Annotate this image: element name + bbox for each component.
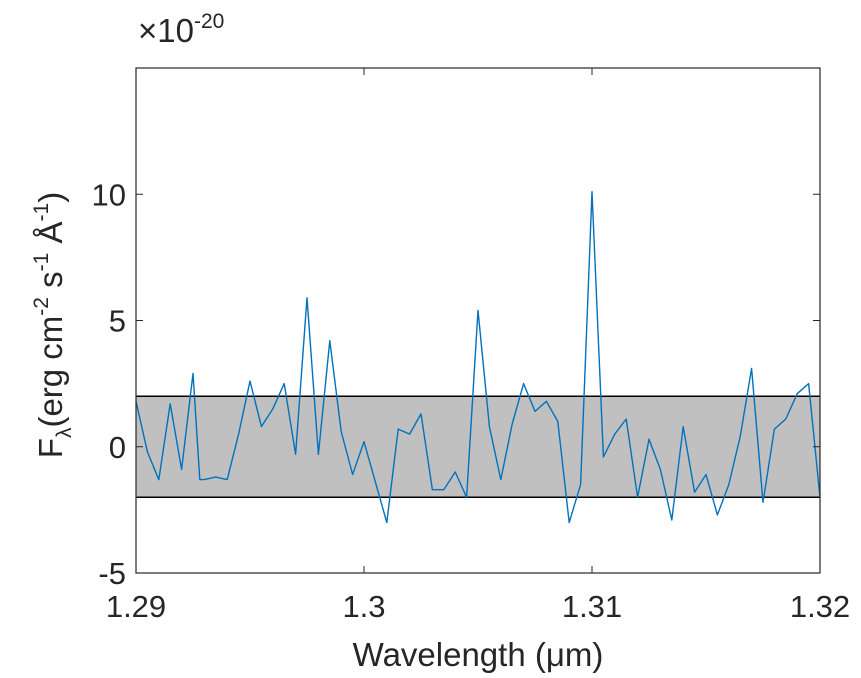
y-tick-label: 0 — [109, 430, 126, 465]
y-tick-label: 5 — [109, 304, 126, 339]
y-tick-label: -5 — [98, 556, 126, 591]
x-tick-label: 1.32 — [790, 589, 850, 624]
y-tick-label: 10 — [92, 177, 126, 212]
y-axis-title: Fλ(erg cm-2 s-1 Å-1) — [30, 192, 76, 458]
x-tick-label: 1.29 — [106, 589, 166, 624]
series-line-0 — [135, 190, 821, 524]
x-axis-title: Wavelength (μm) — [353, 636, 604, 673]
x-tick-label: 1.3 — [342, 589, 385, 624]
exponent-label: ×10-20 — [138, 10, 224, 49]
x-tick-label: 1.31 — [562, 589, 622, 624]
noise-band — [136, 396, 820, 498]
